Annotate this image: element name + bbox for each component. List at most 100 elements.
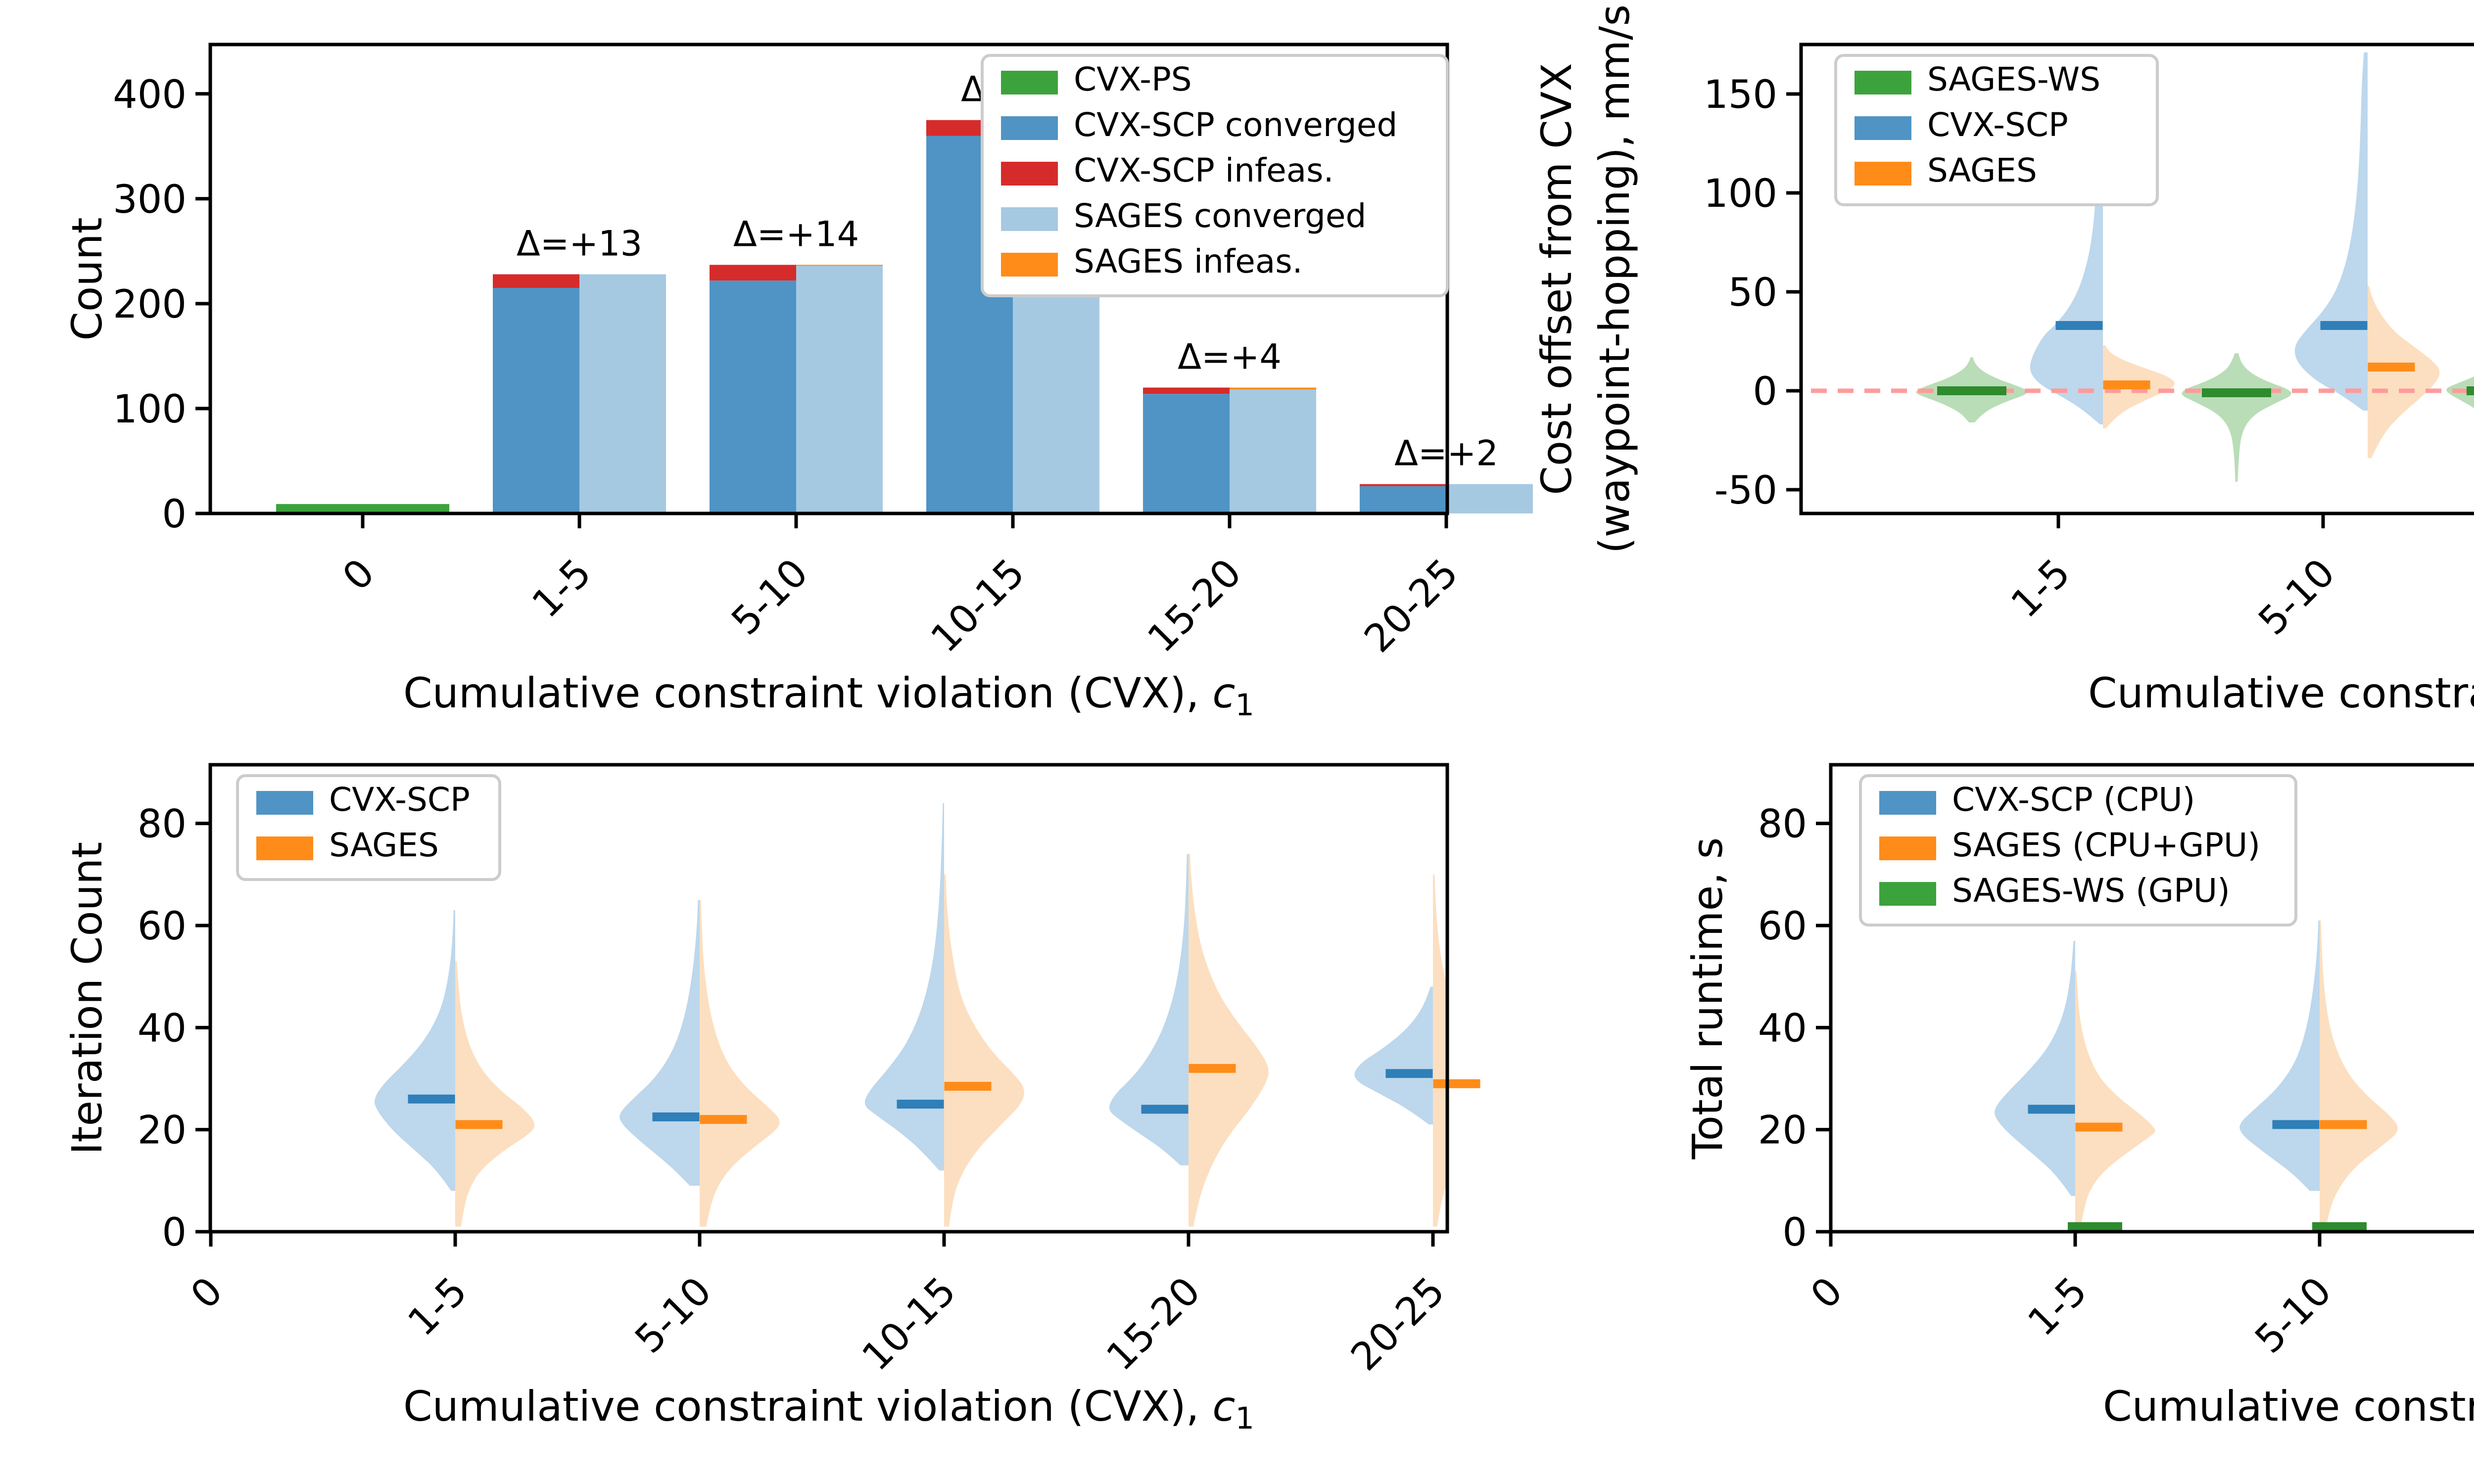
median-sages-5-10 (700, 1115, 747, 1124)
legend-item-label: CVX-PS (1074, 60, 1192, 98)
bar-cvx-scp-converged (710, 280, 796, 513)
y-axis-tick-label: 150 (1704, 73, 1777, 117)
bar-sages-converged (796, 266, 883, 513)
x-axis-tick-label: 15-20 (1098, 1269, 1209, 1380)
y-axis-tick-label: 40 (1758, 1006, 1807, 1051)
legend-box (981, 54, 1449, 297)
x-axis-tick-label: 0 (183, 1269, 232, 1318)
violin-sages-10-15 (944, 874, 1024, 1227)
legend-swatch (1855, 162, 1911, 186)
violin-cvx-scp-5-10 (619, 900, 700, 1186)
y-axis-tick-label: 200 (113, 282, 187, 327)
bar-sages-infeas (796, 265, 883, 266)
violin-sages-15-20 (1189, 854, 1269, 1227)
y-axis-tick-label: -50 (1714, 468, 1777, 513)
chart-convergence-count: Δ=+13Δ=+14Δ=+5Δ=+4Δ=+2010020030040001-55… (63, 43, 1533, 723)
legend-box (1859, 774, 2297, 927)
legend-swatch (1001, 116, 1058, 140)
legend-item-label: SAGES converged (1074, 197, 1366, 235)
violin-cvx-scp-15-20 (1109, 854, 1189, 1165)
legend-item-label: CVX-SCP (329, 781, 470, 819)
median-cvx-scp-cpu--1-5 (2028, 1105, 2075, 1114)
bar-cvx-scp-infeas (1360, 484, 1446, 486)
x-axis-tick-label: 5-10 (2247, 1269, 2340, 1362)
legend-item-label: CVX-SCP (CPU) (1952, 781, 2195, 819)
legend-box (1834, 54, 2159, 206)
median-sages-10-15 (944, 1081, 992, 1091)
violin-sages-ws-10-15 (2446, 376, 2474, 409)
x-axis-tick-label: 1-5 (2020, 1269, 2096, 1345)
legend-item-label: SAGES (CPU+GPU) (1952, 826, 2260, 864)
legend-item-label: SAGES-WS (GPU) (1952, 872, 2230, 910)
legend-swatch (1879, 882, 1936, 906)
y-axis-tick-label: 0 (1782, 1210, 1807, 1255)
y-axis-tick-label: 80 (1758, 802, 1807, 847)
axes-spines (208, 763, 1449, 1234)
bar-sages-infeas (1230, 387, 1316, 390)
y-axis-tick-label: 40 (138, 1006, 187, 1051)
y-axis-tick-label: 20 (138, 1109, 187, 1153)
legend-swatch (256, 791, 313, 815)
y-axis-tick-label: 50 (1728, 271, 1777, 315)
violin-sages-cpu-gpu--5-10 (2320, 920, 2398, 1227)
violin-cvx-scp-10-15 (864, 803, 944, 1171)
bar-cvx-scp-infeas (710, 265, 796, 281)
delta-annotation: Δ=+13 (517, 223, 642, 264)
y-axis-tick-label: 300 (113, 178, 187, 222)
x-axis-tick-label: 10-15 (923, 551, 1034, 661)
x-axis-label: Cumulative constraint violation (CVX), c… (403, 1382, 1254, 1436)
x-axis-tick-label: 5-10 (627, 1269, 720, 1362)
median-sages-cpu-gpu--5-10 (2320, 1120, 2367, 1129)
x-axis-tick-label: 1-5 (400, 1269, 476, 1345)
legend-item-label: SAGES (329, 826, 439, 864)
y-axis-tick-label: 60 (138, 904, 187, 949)
median-sages-15-20 (1189, 1064, 1236, 1073)
bar-cvx-ps (276, 504, 449, 513)
violin-cvx-scp-5-10 (2294, 52, 2368, 411)
median-cvx-scp-20-25 (1385, 1069, 1433, 1078)
bar-cvx-scp-converged (1143, 394, 1230, 513)
median-sages-ws-gpu--5-10 (2312, 1222, 2367, 1231)
chart-iteration-count: 0 20 40 60 80 0 1-5 5-10 10-15 15-20 20-25 Iteratio… (63, 763, 1480, 1436)
x-axis-tick-label: 5-10 (723, 551, 817, 644)
violin-sages-cpu-gpu--1-5 (2075, 971, 2155, 1227)
violin-sages-1-5 (455, 961, 535, 1227)
legend-item-label: SAGES-WS (1927, 60, 2100, 98)
median-sages-1-5 (455, 1120, 503, 1129)
median-sages-20-25 (1433, 1079, 1480, 1088)
median-sages-ws-10-15 (2467, 386, 2474, 395)
legend-swatch (1001, 162, 1058, 186)
violin-sages-ws-5-10 (2182, 353, 2291, 482)
x-axis-tick-label: 1-5 (2003, 551, 2079, 627)
median-cvx-scp-1-5 (2055, 321, 2103, 330)
y-axis-label: Total runtime, s (1683, 837, 1732, 1160)
median-sages-ws-gpu--1-5 (2068, 1222, 2122, 1231)
legend-swatch (1879, 836, 1936, 860)
y-axis-tick-label: 80 (138, 802, 187, 847)
legend-swatch (1855, 71, 1911, 94)
legend-swatch (1855, 116, 1911, 140)
violin-cvx-scp-1-5 (374, 910, 455, 1191)
median-cvx-scp-15-20 (1141, 1105, 1189, 1114)
bar-cvx-scp-converged (493, 288, 579, 513)
x-axis-tick-label: 5-10 (2250, 551, 2344, 644)
legend-swatch (1001, 207, 1058, 231)
y-axis-tick-label: 400 (113, 73, 187, 117)
y-axis-tick-label: 0 (162, 1210, 187, 1255)
legend-swatch (256, 836, 313, 860)
median-cvx-scp-5-10 (2320, 321, 2368, 330)
legend-item-label: CVX-SCP converged (1074, 106, 1397, 144)
bar-sages-converged (579, 274, 666, 513)
legend-swatch (1879, 791, 1936, 815)
delta-annotation: Δ=+14 (733, 214, 859, 254)
legend-item-label: SAGES infeas. (1074, 242, 1303, 280)
violin-cvx-scp-20-25 (1354, 986, 1433, 1125)
axes-spines (1829, 763, 2474, 1234)
x-axis-tick-label: 0 (1803, 1269, 1852, 1318)
x-axis-tick-label: 1-5 (524, 551, 600, 627)
x-axis-label: Cumulative constraint violation (CVX), c… (403, 669, 1254, 723)
violin-sages-5-10 (700, 900, 780, 1227)
